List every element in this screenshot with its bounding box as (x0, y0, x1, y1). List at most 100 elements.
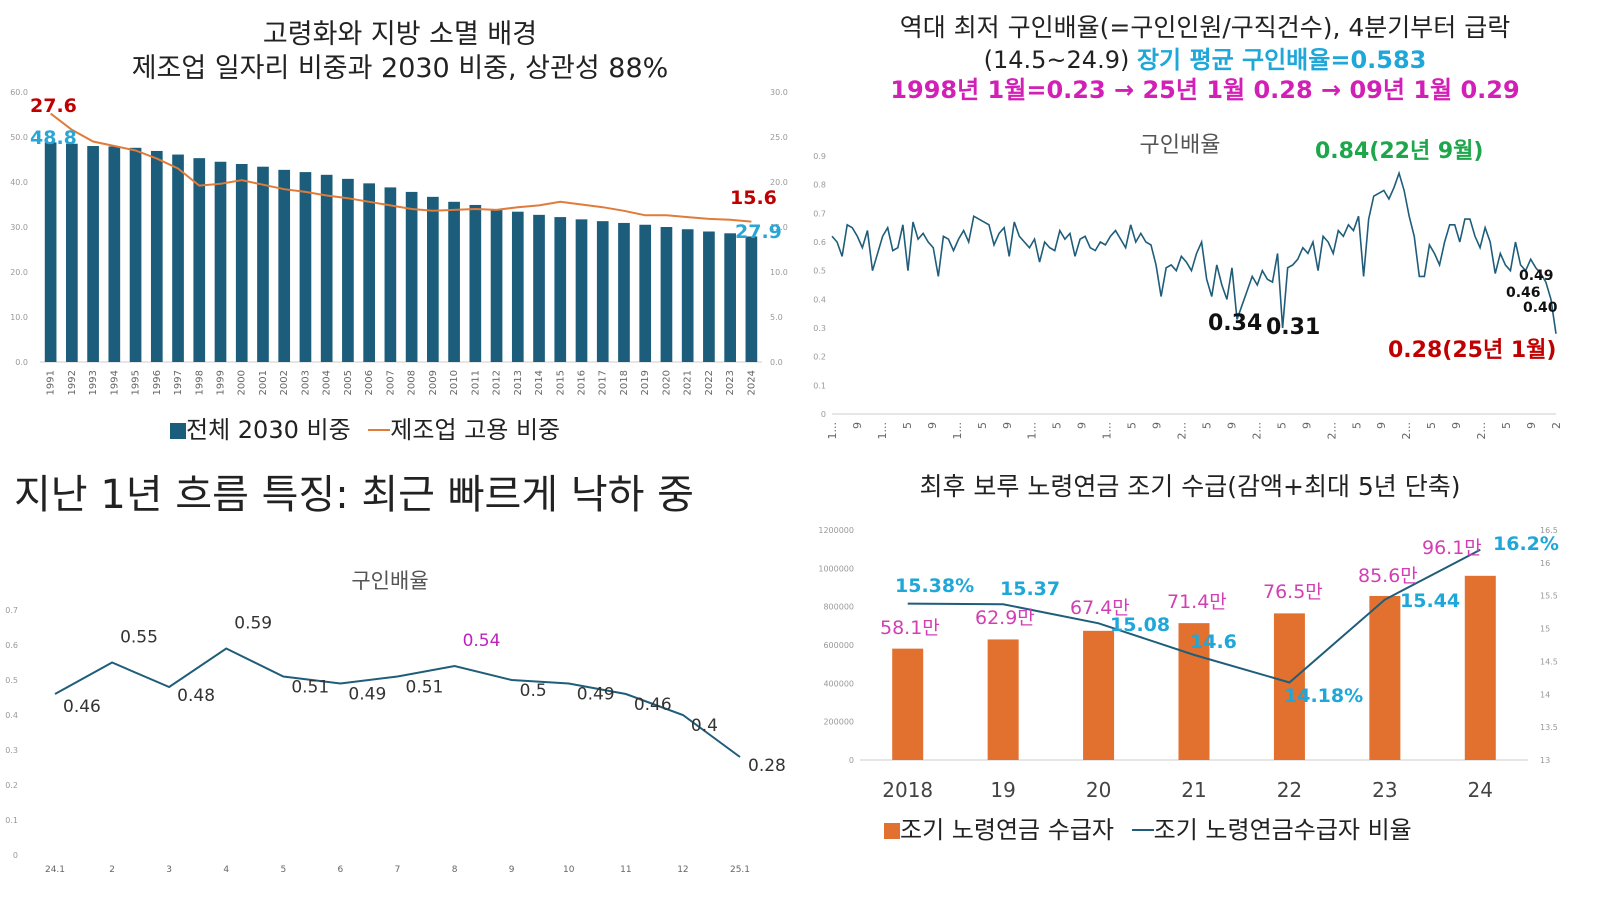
y-right-tick: 10.0 (770, 268, 788, 277)
line-series (907, 548, 1481, 684)
y-tick: 0.1 (5, 816, 18, 825)
legend-bar-label: 전체 2030 비중 (186, 416, 351, 444)
y-right-tick: 13.5 (1540, 723, 1558, 732)
y-tick: 0.2 (813, 353, 826, 362)
x-tick: 11 (620, 865, 631, 875)
x-tick: 3 (166, 865, 172, 875)
line-data-label: 15.08 (1110, 614, 1170, 636)
panel2-chart-title: 구인배율 (1140, 133, 1221, 158)
y-left-tick: 30.0 (10, 223, 28, 232)
annotation-040: 0.40 (1523, 300, 1558, 316)
y-right-tick: 30.0 (770, 88, 788, 97)
x-tick: 1995 (131, 370, 142, 395)
y-tick: 0.8 (813, 181, 826, 190)
data-label: 0.49 (577, 685, 615, 705)
x-tick: 9 (1151, 422, 1164, 429)
x-tick: 2 (109, 865, 115, 875)
legend4-line-label: 조기 노령연금수급자 비율 (1153, 816, 1412, 844)
x-tick: 5 (976, 422, 989, 429)
bar (681, 229, 694, 362)
x-tick: 2006 (364, 370, 375, 395)
y-right-tick: 13 (1540, 756, 1550, 765)
bar-data-label: 76.5만 (1263, 581, 1323, 603)
x-tick: 2005 (343, 370, 354, 395)
bar (405, 191, 418, 362)
panel2-avg-label: 장기 평균 구인배율 (1136, 46, 1331, 74)
y-left-tick: 0 (849, 756, 854, 765)
x-tick: 9 (851, 422, 864, 429)
x-tick: 2004 (322, 370, 333, 395)
x-tick: 22 (1277, 778, 1302, 802)
bar (1178, 623, 1210, 760)
bar (533, 214, 545, 362)
bar (214, 161, 227, 362)
y-right-tick: 15 (1540, 625, 1550, 634)
x-tick: 9 (1525, 422, 1538, 429)
y-left-tick: 20.0 (10, 268, 28, 277)
x-tick: 2024 (746, 370, 757, 395)
bar (257, 166, 269, 362)
bar (511, 211, 524, 362)
x-tick: 2023 (725, 370, 736, 395)
callout-line-start: 27.6 (30, 95, 77, 117)
bar (554, 217, 567, 362)
bar (1273, 613, 1305, 760)
x-tick: 23 (1372, 778, 1397, 802)
x-tick: 1994 (109, 370, 120, 395)
x-tick: 1998 (194, 370, 205, 395)
y-tick: 0.4 (5, 711, 18, 720)
x-tick: 1... (951, 422, 964, 440)
annotation-046: 0.46 (1506, 285, 1541, 301)
x-tick: 1991 (46, 370, 57, 395)
line-data-label: 15.44 (1400, 590, 1460, 612)
line-data-label: 15.38% (895, 575, 974, 597)
data-label: 0.4 (691, 716, 718, 736)
bar (342, 178, 354, 362)
panel1-title-line1: 고령화와 지방 소멸 배경 (262, 19, 538, 50)
x-tick: 2007 (385, 370, 396, 395)
x-tick: 2018 (619, 370, 630, 395)
x-tick: 1... (1101, 422, 1114, 440)
bar (384, 187, 397, 362)
x-tick: 5 (1275, 422, 1288, 429)
legend4-bar-label: 조기 노령연금 수급자 (900, 816, 1114, 844)
bar (745, 236, 758, 362)
bar (299, 172, 312, 362)
legend4-line-swatch (1131, 829, 1154, 831)
x-tick: 2020 (661, 370, 672, 395)
x-tick: 2008 (407, 370, 418, 395)
panel4-legend: 조기 노령연금 수급자 조기 노령연금수급자 비율 (884, 810, 1412, 845)
bar (1464, 575, 1496, 760)
bar (892, 648, 924, 760)
x-tick: 2018 (882, 778, 933, 802)
annotation-low2: 0.31 (1266, 315, 1320, 340)
bar (618, 222, 630, 362)
y-right-tick: 14.5 (1540, 657, 1558, 666)
bar-data-label: 62.9만 (975, 607, 1035, 629)
x-tick: 1999 (216, 370, 227, 395)
x-tick: 2009 (428, 370, 439, 395)
data-label: 0.59 (234, 614, 272, 634)
line-data-label: 16.2% (1493, 533, 1559, 555)
bar (639, 224, 652, 362)
legend4-bar-swatch (884, 823, 900, 839)
y-right-tick: 25.0 (770, 133, 788, 142)
bar-data-label: 58.1만 (880, 617, 940, 639)
x-tick: 2003 (300, 370, 311, 395)
x-tick: 2... (1400, 422, 1413, 440)
y-left-tick: 400000 (823, 679, 854, 688)
x-tick: 2001 (258, 370, 269, 395)
y-right-tick: 15.0 (770, 223, 788, 232)
x-tick: 5 (280, 865, 286, 875)
x-tick: 2017 (598, 370, 609, 395)
bar (1083, 630, 1115, 760)
x-tick: 21 (1181, 778, 1206, 802)
data-label: 0.28 (748, 756, 786, 776)
bar (193, 158, 206, 362)
bar (320, 174, 333, 362)
bar (724, 233, 736, 362)
data-label: 0.46 (634, 695, 672, 715)
y-right-tick: 5.0 (770, 313, 783, 322)
y-left-tick: 50.0 (10, 133, 28, 142)
